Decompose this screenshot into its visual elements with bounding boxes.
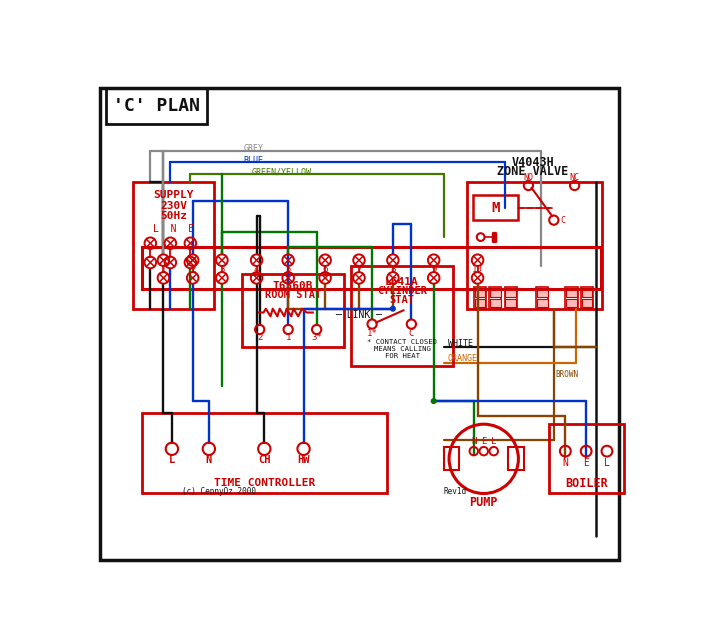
Text: N: N: [471, 437, 477, 446]
Text: 1: 1: [286, 333, 291, 342]
Text: HW: HW: [298, 455, 310, 465]
Text: ROOM STAT: ROOM STAT: [265, 290, 321, 300]
Text: SUPPLY: SUPPLY: [153, 190, 194, 200]
Text: GREEN/YELLOW: GREEN/YELLOW: [251, 167, 311, 176]
Text: L: L: [491, 437, 496, 446]
Text: N: N: [562, 458, 569, 468]
Text: NC: NC: [569, 173, 580, 182]
Text: GREY: GREY: [244, 144, 263, 153]
Text: L: L: [604, 458, 610, 468]
Text: 4: 4: [254, 265, 259, 274]
Text: BOILER: BOILER: [565, 477, 607, 490]
Text: E: E: [583, 458, 589, 468]
Text: L  N  E: L N E: [153, 224, 194, 235]
Text: 230V: 230V: [160, 201, 187, 210]
Text: C: C: [561, 215, 566, 224]
FancyBboxPatch shape: [581, 299, 592, 307]
Text: NO: NO: [524, 173, 534, 182]
Text: 3: 3: [219, 265, 225, 274]
Text: 7: 7: [357, 265, 362, 274]
Text: 5: 5: [286, 265, 291, 274]
FancyBboxPatch shape: [566, 299, 577, 307]
Text: WHITE: WHITE: [448, 339, 472, 348]
Text: 'C' PLAN: 'C' PLAN: [113, 97, 200, 115]
Text: 10: 10: [472, 265, 483, 274]
Text: FOR HEAT: FOR HEAT: [385, 353, 420, 359]
FancyBboxPatch shape: [537, 290, 548, 297]
FancyBboxPatch shape: [475, 290, 485, 297]
Text: T6360B: T6360B: [272, 281, 313, 290]
FancyBboxPatch shape: [490, 299, 501, 307]
Text: ORANGE: ORANGE: [448, 354, 477, 363]
Text: L: L: [168, 455, 175, 465]
Text: STAT: STAT: [390, 296, 415, 305]
Text: ZONE VALVE: ZONE VALVE: [498, 165, 569, 178]
Text: E: E: [481, 437, 486, 446]
Text: (c) CennyOz 2000: (c) CennyOz 2000: [182, 487, 256, 495]
Text: 9: 9: [431, 265, 437, 274]
Text: 2: 2: [257, 333, 263, 342]
Text: C: C: [409, 329, 414, 338]
FancyBboxPatch shape: [490, 290, 501, 297]
FancyBboxPatch shape: [581, 290, 592, 297]
FancyBboxPatch shape: [537, 299, 548, 307]
Text: PUMP: PUMP: [470, 496, 498, 509]
Text: 50Hz: 50Hz: [160, 212, 187, 221]
Text: M: M: [491, 201, 500, 215]
Text: N: N: [206, 455, 212, 465]
FancyBboxPatch shape: [566, 290, 577, 297]
Text: BROWN: BROWN: [555, 370, 578, 379]
Text: MEANS CALLING: MEANS CALLING: [373, 345, 430, 352]
Text: 8: 8: [390, 265, 395, 274]
Text: CYLINDER: CYLINDER: [377, 286, 427, 296]
FancyBboxPatch shape: [475, 299, 485, 307]
Text: V4043H: V4043H: [512, 156, 555, 169]
Circle shape: [390, 306, 395, 311]
Text: Rev1d: Rev1d: [444, 487, 467, 495]
Text: L641A: L641A: [385, 277, 419, 287]
Text: * CONTACT CLOSED: * CONTACT CLOSED: [367, 339, 437, 345]
Text: ─ LINK ─: ─ LINK ─: [336, 310, 383, 320]
Text: 6: 6: [322, 265, 328, 274]
Circle shape: [432, 399, 436, 403]
Text: 3*: 3*: [311, 333, 322, 342]
Text: 2: 2: [190, 265, 195, 274]
Text: CH: CH: [258, 455, 270, 465]
Text: BLUE: BLUE: [244, 156, 263, 165]
Text: 1*: 1*: [366, 329, 378, 338]
Text: 1: 1: [161, 265, 166, 274]
Text: TIME CONTROLLER: TIME CONTROLLER: [213, 478, 315, 488]
FancyBboxPatch shape: [505, 299, 516, 307]
FancyBboxPatch shape: [505, 290, 516, 297]
